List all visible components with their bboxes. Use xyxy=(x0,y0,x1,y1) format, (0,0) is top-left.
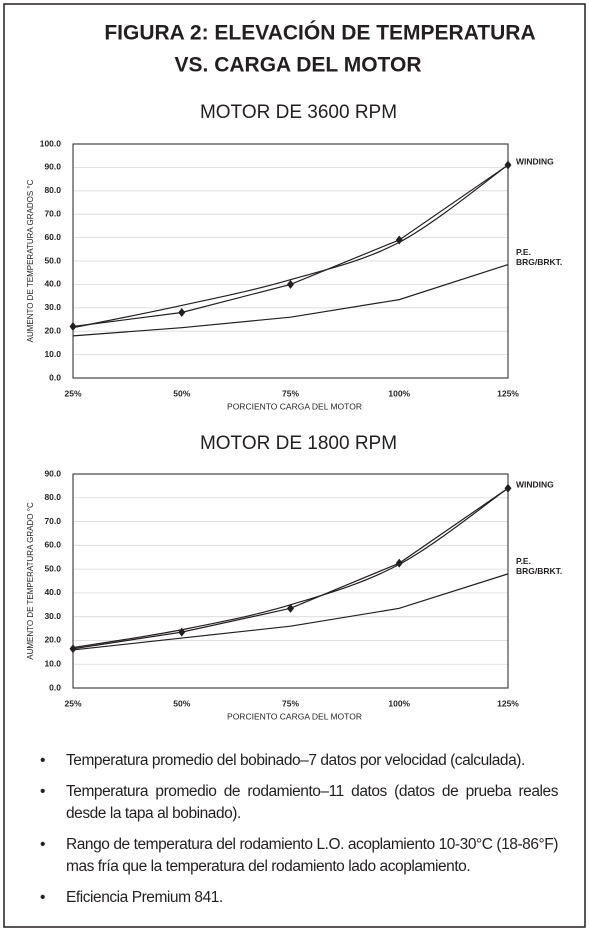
series-line xyxy=(72,263,509,337)
y-tick-label: 60.0 xyxy=(44,232,61,242)
series-line xyxy=(72,164,509,328)
y-tick-label: 20.0 xyxy=(44,325,61,335)
notes: Temperatura promedio del bobinado–7 dato… xyxy=(40,750,558,918)
x-tick-label: 100% xyxy=(388,388,410,398)
y-tick-label: 50.0 xyxy=(44,255,61,265)
y-tick-label: 30.0 xyxy=(44,302,61,312)
y-tick-label: 70.0 xyxy=(44,208,61,218)
x-axis-label: PORCIENTO CARGA DEL MOTOR xyxy=(227,711,362,721)
x-tick-label: 100% xyxy=(388,698,410,708)
marker xyxy=(287,603,294,613)
x-tick-label: 125% xyxy=(497,698,519,708)
border xyxy=(3,3,586,928)
y-tick-label: 0.0 xyxy=(49,682,61,692)
x-tick-label: 75% xyxy=(282,698,299,708)
y-tick-label: 40.0 xyxy=(44,279,61,289)
y-tick-label: 10.0 xyxy=(44,349,61,359)
x-axis-label: PORCIENTO CARGA DEL MOTOR xyxy=(227,401,362,411)
series-line xyxy=(72,487,509,649)
y-tick-label: 70.0 xyxy=(44,516,61,526)
marker xyxy=(287,279,294,289)
marker xyxy=(69,322,77,332)
annotation: P.E. xyxy=(516,556,531,566)
marker xyxy=(178,627,186,637)
y-axis-label: AUMENTO DE TEMPERATURA GRADO °C xyxy=(26,502,35,660)
y-tick-label: 90.0 xyxy=(44,468,61,478)
y-tick-label: 20.0 xyxy=(44,635,61,645)
annotation: P.E. xyxy=(516,247,531,257)
annotation: BRG/BRKT. xyxy=(516,257,562,267)
note: Rango de temperatura del rodamiento L.O.… xyxy=(40,834,558,878)
note: Temperatura promedio de rodamiento–11 da… xyxy=(40,781,558,825)
marker xyxy=(504,160,512,170)
note: Temperatura promedio del bobinado–7 dato… xyxy=(40,750,558,772)
x-tick-label: 25% xyxy=(64,698,81,708)
plot-frame xyxy=(72,143,509,379)
annotation: BRG/BRKT. xyxy=(516,566,562,576)
annotation: WINDING xyxy=(516,156,554,166)
plot-frame xyxy=(72,473,509,689)
y-tick-label: 40.0 xyxy=(44,587,61,597)
marker xyxy=(395,558,403,568)
x-tick-label: 75% xyxy=(282,388,299,398)
title-line: FIGURA 2: ELEVACIÓN DE TEMPERATURA xyxy=(104,21,535,45)
y-tick-label: 0.0 xyxy=(49,372,61,382)
marker xyxy=(178,307,186,317)
marker xyxy=(395,235,403,245)
y-tick-label: 50.0 xyxy=(44,563,61,573)
title-line: VS. CARGA DEL MOTOR xyxy=(175,54,422,77)
y-tick-label: 80.0 xyxy=(44,492,61,502)
annotation: WINDING xyxy=(516,480,554,490)
marker xyxy=(69,644,77,654)
series-line xyxy=(72,487,509,650)
series-line xyxy=(72,573,509,651)
y-tick-label: 30.0 xyxy=(44,611,61,621)
series-line xyxy=(72,164,509,329)
x-tick-label: 50% xyxy=(173,388,190,398)
y-tick-label: 10.0 xyxy=(44,658,61,668)
y-tick-label: 100.0 xyxy=(40,138,62,148)
marker xyxy=(504,483,512,493)
x-tick-label: 125% xyxy=(497,388,519,398)
y-tick-label: 90.0 xyxy=(44,162,61,172)
y-tick-label: 60.0 xyxy=(44,540,61,550)
note: Eficiencia Premium 841. xyxy=(40,887,558,909)
y-axis-label: AUMENTO DE TEMPERATURA GRADOS °C xyxy=(26,179,35,342)
chart-title: MOTOR DE 1800 RPM xyxy=(200,433,397,454)
y-tick-label: 80.0 xyxy=(44,185,61,195)
chart-title: MOTOR DE 3600 RPM xyxy=(200,102,397,123)
x-tick-label: 50% xyxy=(173,698,190,708)
x-tick-label: 25% xyxy=(64,388,81,398)
